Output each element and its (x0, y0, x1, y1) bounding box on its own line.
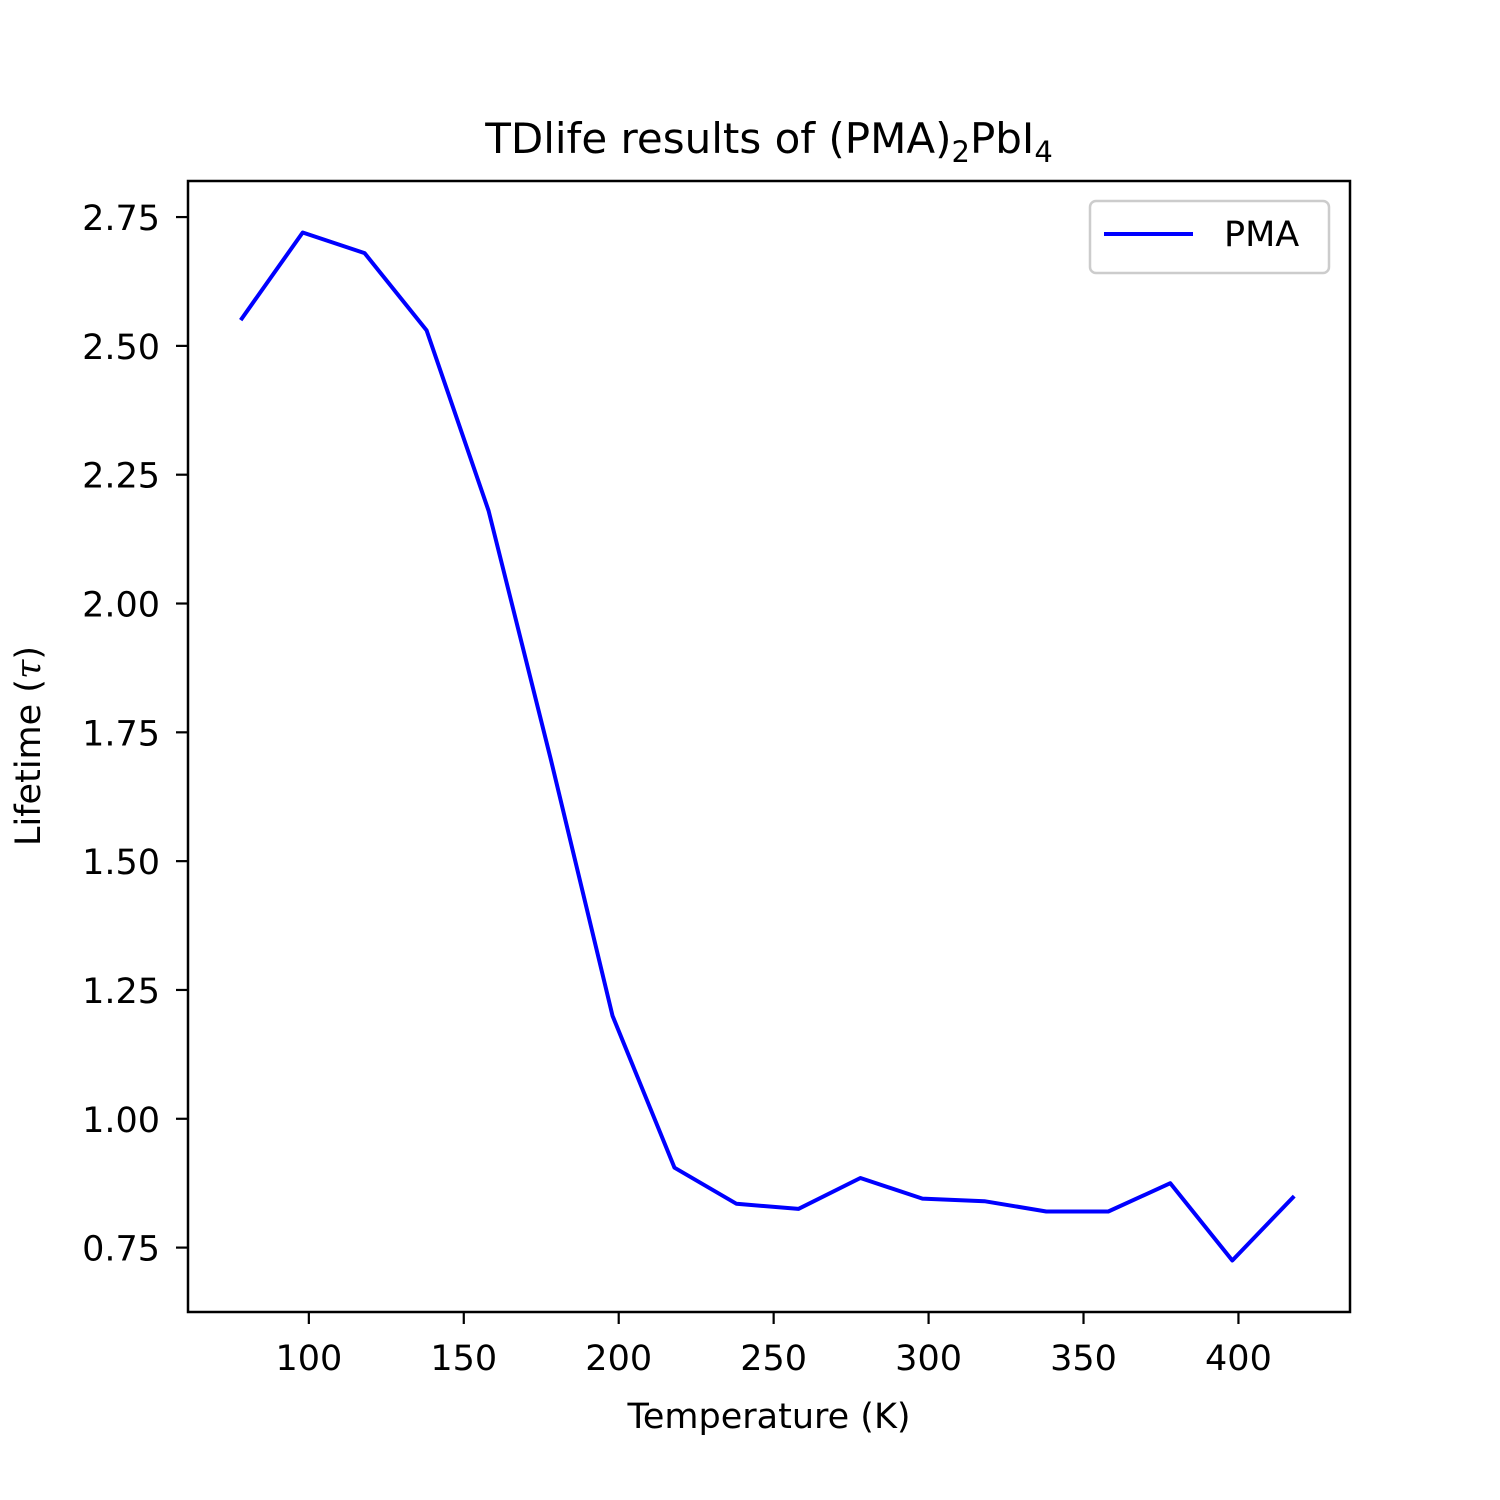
y-tick-label: 2.00 (82, 586, 160, 626)
y-tick-label: 1.50 (82, 843, 160, 883)
chart-title: TDlife results of (PMA)2PbI4 (484, 114, 1053, 169)
x-tick-label: 300 (895, 1339, 962, 1379)
y-axis-label-suffix: ) (9, 646, 49, 660)
y-tick-label: 1.25 (82, 972, 160, 1012)
y-tick-label: 1.75 (82, 714, 160, 754)
y-tick-label: 2.25 (82, 457, 160, 497)
legend: PMA (1088, 199, 1331, 275)
legend-label-pma: PMA (1224, 215, 1299, 255)
x-axis-ticks: 100 150 200 250 300 350 400 (275, 1312, 1272, 1379)
x-tick-label: 400 (1205, 1339, 1272, 1379)
y-axis-label: Lifetime (τ) (9, 646, 49, 846)
chart-title-main: TDlife results of (PMA) (484, 114, 951, 163)
x-tick-label: 150 (430, 1339, 497, 1379)
x-tick-label: 100 (275, 1339, 342, 1379)
series-line-pma (239, 230, 1296, 1263)
chart-title-mid: PbI (970, 114, 1034, 163)
plot-area-frame (186, 179, 1352, 1314)
x-tick-label: 200 (585, 1339, 652, 1379)
y-tick-label: 1.00 (82, 1101, 160, 1141)
chart-title-subscript-2: 4 (1034, 135, 1052, 169)
legend-box (1088, 199, 1331, 275)
plot-series-group (239, 230, 1296, 1263)
y-tick-label: 0.75 (82, 1230, 160, 1270)
y-tick-label: 2.50 (82, 328, 160, 368)
y-axis-ticks: 0.75 1.00 1.25 1.50 1.75 2.00 2.25 2.50 2.75 (82, 199, 188, 1270)
y-tick-label: 2.75 (82, 199, 160, 239)
x-axis-label: Temperature (K) (626, 1397, 910, 1437)
y-axis-label-symbol: τ (9, 659, 49, 679)
x-tick-label: 250 (740, 1339, 807, 1379)
y-axis-label-prefix: Lifetime ( (9, 679, 49, 846)
x-tick-label: 350 (1050, 1339, 1117, 1379)
chart-title-subscript-1: 2 (951, 135, 969, 169)
